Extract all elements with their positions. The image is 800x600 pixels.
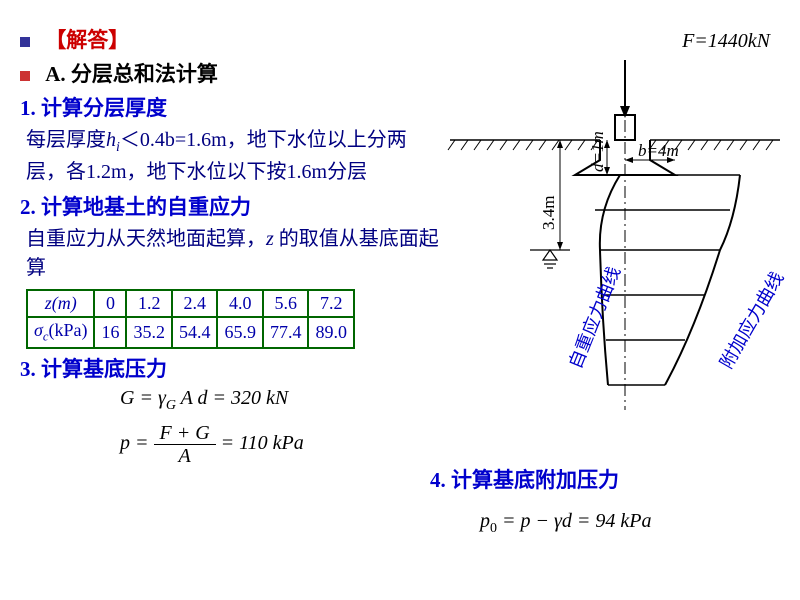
sigma-unit: (kPa) [48,320,87,340]
p0-sub: 0 [490,521,497,536]
eqG-sub: G [166,398,176,413]
force-text: F=1440kN [682,30,770,52]
eqp-lhs: p = [120,432,149,454]
eqp-rhs: = 110 kPa [221,432,304,454]
method-a-text: A. 分层总和法计算 [45,62,218,86]
stress-table: z(m) 0 1.2 2.4 4.0 5.6 7.2 σc(kPa) 16 35… [26,289,355,349]
step1-text-pre: 每层厚度 [26,129,106,151]
eqG-lhs: G = γ [120,387,166,409]
row-label-sigma: σc(kPa) [27,317,94,348]
bullet-icon [20,37,30,47]
table-cell: 16 [94,317,126,348]
frac-num: F + G [154,422,216,445]
step4-block: 4. 计算基底附加压力 [430,460,619,498]
row-label-z: z(m) [27,290,94,317]
force-label: F=1440kN [682,30,770,53]
table-cell: 7.2 [308,290,354,317]
eqG-rhs: A d = 320 kN [176,387,288,409]
bullet-icon [20,71,30,81]
step4-title: 4. 计算基底附加压力 [430,464,619,494]
sigma-symbol: σ [34,320,43,340]
frac-den: A [154,445,216,467]
step2-body: 自重应力从天然地面起算，z 的取值从基底面起算 [26,225,446,283]
dim-34: 3.4m [539,196,558,230]
table-cell: 35.2 [126,317,172,348]
table-cell: 4.0 [217,290,263,317]
eq-p0: p0 = p − γd = 94 kPa [480,510,651,537]
table-cell: 65.9 [217,317,263,348]
p0-rhs: = p − γd = 94 kPa [497,510,651,532]
table-cell: 5.6 [263,290,309,317]
label-selfweight: 自重应力曲线 [565,264,624,372]
table-cell: 54.4 [172,317,218,348]
step1-body: 每层厚度hi＜0.4b=1.6m，地下水位以上分两层，各1.2m，地下水位以下按… [26,126,446,187]
step1-var: h [106,129,116,151]
table-cell: 2.4 [172,290,218,317]
p0-sym: p [480,510,490,532]
dim-d: d=1m [588,131,607,172]
table-row: z(m) 0 1.2 2.4 4.0 5.6 7.2 [27,290,354,317]
table-cell: 0 [94,290,126,317]
table-cell: 1.2 [126,290,172,317]
foundation-diagram: b=4m d=1m 3.4m 自重应力曲线 附加应力曲线 [440,60,790,420]
table-row: σc(kPa) 16 35.2 54.4 65.9 77.4 89.0 [27,317,354,348]
fraction: F + G A [154,422,216,467]
dim-b: b=4m [638,141,679,160]
answer-label: 【解答】 [45,28,129,52]
step2-var: z [266,228,274,250]
step2-pre: 自重应力从天然地面起算， [26,228,266,250]
table-cell: 77.4 [263,317,309,348]
table-cell: 89.0 [308,317,354,348]
label-additional: 附加应力曲线 [716,268,787,372]
